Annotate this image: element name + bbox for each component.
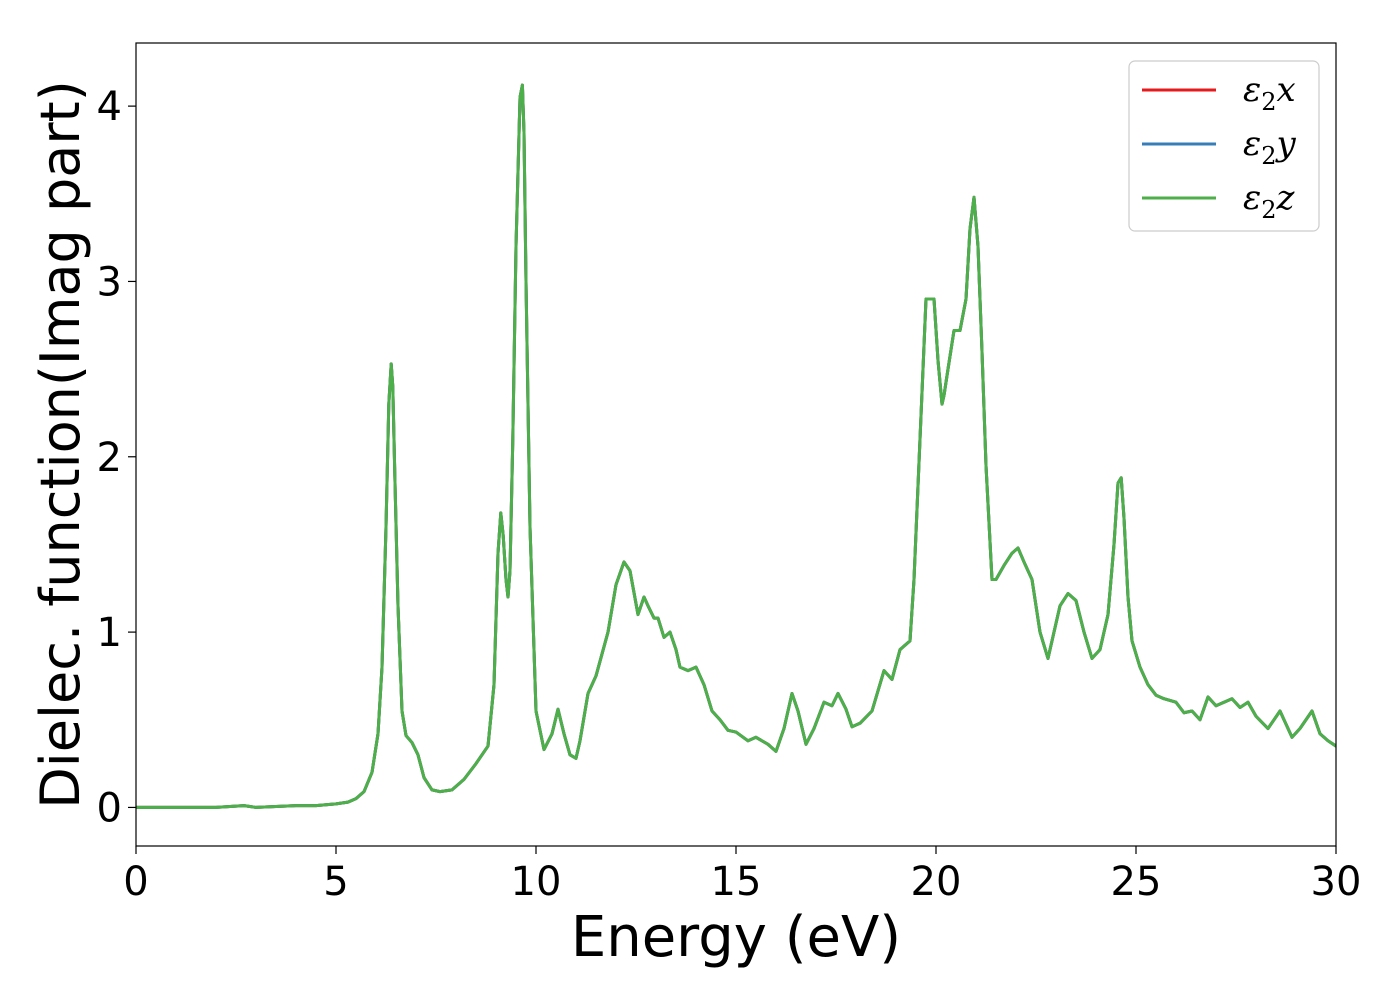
x-tick-label: 20 bbox=[911, 859, 962, 905]
x-tick-label: 15 bbox=[711, 859, 762, 905]
legend-label-3: ε2z bbox=[1243, 178, 1296, 224]
x-tick-label: 30 bbox=[1311, 859, 1362, 905]
y-tick-label: 0 bbox=[97, 785, 122, 831]
legend: ε2x ε2y ε2z bbox=[1128, 60, 1320, 232]
x-tick-label: 5 bbox=[323, 859, 348, 905]
y-axis-ticks: 0 1 2 3 4 bbox=[97, 84, 136, 831]
x-tick-label: 25 bbox=[1111, 859, 1162, 905]
series-line-3 bbox=[136, 83, 1336, 809]
x-tick-label: 0 bbox=[123, 859, 148, 905]
legend-label-1: ε2x bbox=[1243, 70, 1296, 116]
y-tick-label: 3 bbox=[97, 259, 122, 305]
series-layer bbox=[136, 83, 1336, 809]
x-tick-label: 10 bbox=[511, 859, 562, 905]
legend-label-2: ε2y bbox=[1243, 124, 1297, 170]
y-tick-label: 4 bbox=[97, 84, 122, 130]
legend-box bbox=[1128, 60, 1320, 232]
y-tick-label: 2 bbox=[97, 435, 122, 481]
y-tick-label: 1 bbox=[97, 610, 122, 656]
x-axis-label: Energy (eV) bbox=[571, 905, 901, 970]
y-axis-label: Dielec. function(Imag part) bbox=[29, 80, 92, 809]
x-axis-ticks: 0 5 10 15 20 25 30 bbox=[123, 846, 1361, 905]
